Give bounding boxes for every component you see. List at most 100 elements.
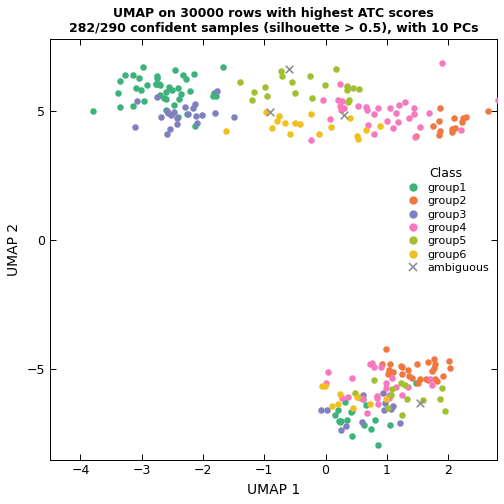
Point [430,375,438,383]
Point [436,104,444,112]
Point [408,373,416,382]
Point [397,362,405,370]
Point [451,124,459,132]
Point [348,407,356,415]
Point [132,84,140,92]
Point [332,65,340,73]
Point [386,368,394,376]
Point [351,389,359,397]
Point [370,110,379,118]
Point [186,87,194,95]
Point [162,95,170,103]
Point [419,396,427,404]
Point [191,122,199,131]
Point [212,92,220,100]
Point [281,119,289,127]
Point [222,127,230,135]
Point [173,120,181,128]
Point [340,111,348,119]
Point [416,399,424,407]
Point [163,107,171,115]
Point [324,406,332,414]
Point [171,66,179,74]
Point [182,75,190,83]
Point [414,379,422,387]
Point [261,83,269,91]
Point [376,122,385,130]
Point [291,118,299,127]
Point [162,88,170,96]
Point [163,130,171,138]
X-axis label: UMAP 1: UMAP 1 [247,483,300,497]
Point [131,122,139,131]
Point [288,78,296,86]
Point [439,372,447,381]
Point [173,114,181,122]
Point [170,101,178,109]
Point [336,102,344,110]
Point [405,372,413,380]
Point [135,74,143,82]
Point [360,420,368,428]
Point [433,377,441,385]
Point [354,135,362,143]
Point [179,71,187,79]
Point [343,82,351,90]
Point [398,363,406,371]
Point [353,393,361,401]
Point [436,395,444,403]
Point [374,400,382,408]
Point [428,381,436,389]
Point [412,379,420,387]
Point [198,111,206,119]
Point [448,125,456,134]
Point [378,360,386,368]
Point [383,117,391,125]
Point [405,114,413,122]
Point [153,74,161,82]
Point [156,81,164,89]
Point [404,366,412,374]
Point [278,72,286,80]
Point [385,391,393,399]
Point [458,118,466,126]
Point [334,406,342,414]
Point [401,381,409,389]
Point [285,65,293,73]
Point [321,382,329,390]
Point [174,113,182,121]
Point [380,389,388,397]
Point [181,103,189,111]
Point [347,408,355,416]
Point [410,110,418,118]
Point [382,345,390,353]
Point [425,109,433,117]
Legend: group1, group2, group3, group4, group5, group6, ambiguous: group1, group2, group3, group4, group5, … [400,164,491,275]
Point [155,80,163,88]
Point [370,363,378,371]
Point [422,375,430,383]
Point [436,127,444,135]
Point [160,94,168,102]
Point [389,402,397,410]
Point [381,406,389,414]
Point [210,90,218,98]
Point [153,93,161,101]
Point [141,97,149,105]
Point [397,379,405,387]
Point [385,370,393,378]
Point [156,91,164,99]
Point [389,123,397,132]
Point [386,421,394,429]
Point [209,92,217,100]
Point [381,399,389,407]
Point [386,365,394,373]
Point [273,117,281,125]
Point [308,94,316,102]
Point [395,101,403,109]
Point [424,376,432,384]
Point [367,425,375,433]
Point [355,85,363,93]
Point [266,108,274,116]
Point [346,114,354,122]
